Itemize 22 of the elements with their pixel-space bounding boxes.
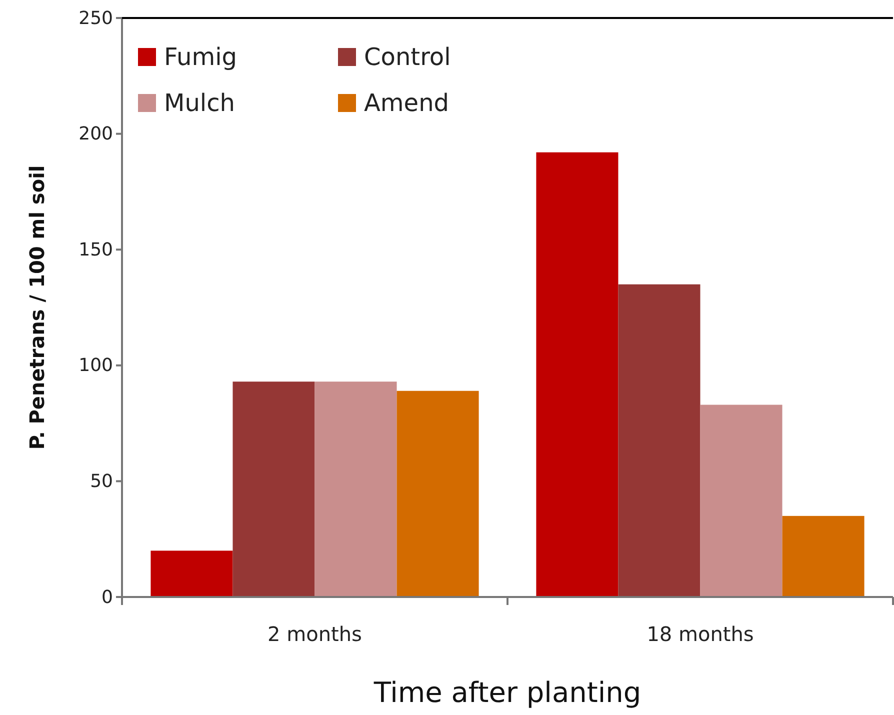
y-axis-title: P. Penetrans / 100 ml soil bbox=[25, 165, 49, 450]
legend-label: Fumig bbox=[164, 43, 237, 71]
bar bbox=[150, 550, 233, 597]
bar bbox=[396, 390, 479, 597]
legend-label: Mulch bbox=[164, 89, 235, 117]
bar bbox=[618, 284, 700, 597]
bar bbox=[314, 382, 397, 597]
bar bbox=[782, 516, 864, 597]
bar bbox=[700, 404, 782, 597]
bar bbox=[536, 152, 618, 597]
y-tick-label: 200 bbox=[78, 124, 113, 145]
bar bbox=[232, 382, 315, 597]
x-tick-label: 18 months bbox=[646, 622, 754, 646]
x-tick-label: 2 months bbox=[268, 622, 362, 646]
y-tick-label: 250 bbox=[78, 8, 113, 29]
legend-label: Amend bbox=[364, 89, 450, 117]
y-tick-label: 100 bbox=[78, 355, 113, 376]
y-tick-label: 50 bbox=[90, 470, 113, 492]
x-axis-title: Time after planting bbox=[372, 676, 642, 709]
y-tick-label: 0 bbox=[102, 586, 113, 608]
y-tick-label: 150 bbox=[78, 239, 113, 260]
legend-label: Control bbox=[364, 43, 451, 71]
